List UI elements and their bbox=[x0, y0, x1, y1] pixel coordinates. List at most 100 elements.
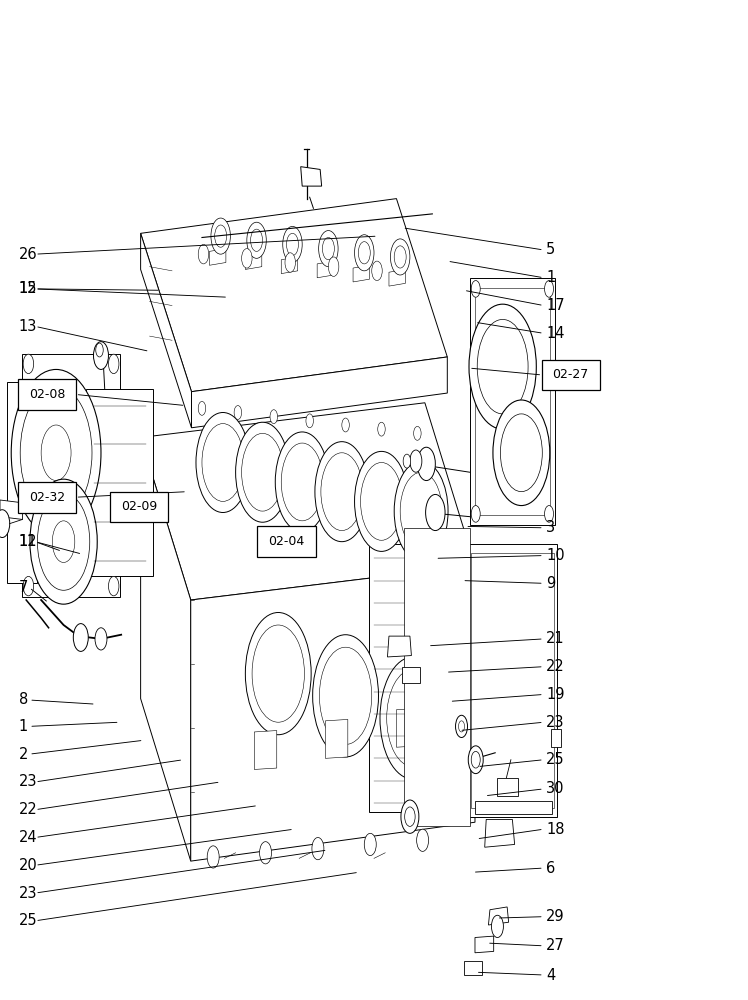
Polygon shape bbox=[141, 199, 447, 392]
Text: 1: 1 bbox=[19, 719, 28, 734]
Polygon shape bbox=[475, 288, 550, 515]
Polygon shape bbox=[191, 357, 447, 428]
Polygon shape bbox=[0, 500, 22, 519]
Text: 27: 27 bbox=[546, 938, 565, 953]
Circle shape bbox=[198, 401, 206, 415]
Circle shape bbox=[361, 463, 402, 540]
Circle shape bbox=[545, 281, 554, 297]
Circle shape bbox=[11, 369, 101, 536]
Circle shape bbox=[491, 915, 503, 938]
Polygon shape bbox=[475, 801, 552, 814]
Circle shape bbox=[471, 281, 480, 297]
Circle shape bbox=[96, 343, 103, 357]
Circle shape bbox=[198, 244, 209, 264]
Text: 23: 23 bbox=[546, 715, 565, 730]
Circle shape bbox=[23, 576, 34, 596]
Circle shape bbox=[390, 239, 410, 275]
Circle shape bbox=[372, 261, 382, 281]
Polygon shape bbox=[325, 719, 348, 758]
Circle shape bbox=[196, 412, 250, 512]
Circle shape bbox=[394, 461, 448, 561]
Circle shape bbox=[215, 225, 227, 247]
Circle shape bbox=[378, 422, 385, 436]
Circle shape bbox=[312, 837, 324, 860]
Circle shape bbox=[260, 842, 272, 864]
Circle shape bbox=[322, 237, 334, 260]
Circle shape bbox=[281, 443, 323, 521]
Text: 15: 15 bbox=[19, 281, 37, 296]
Text: 12: 12 bbox=[19, 281, 37, 296]
Polygon shape bbox=[301, 167, 322, 186]
Polygon shape bbox=[470, 278, 555, 525]
Circle shape bbox=[328, 257, 339, 276]
Text: 20: 20 bbox=[19, 858, 37, 873]
Circle shape bbox=[417, 829, 429, 851]
Circle shape bbox=[41, 425, 71, 481]
FancyBboxPatch shape bbox=[542, 360, 600, 390]
Circle shape bbox=[471, 506, 480, 522]
FancyBboxPatch shape bbox=[18, 482, 76, 513]
Polygon shape bbox=[488, 907, 509, 925]
Polygon shape bbox=[396, 708, 419, 747]
Text: 24: 24 bbox=[19, 830, 37, 845]
Text: 21: 21 bbox=[546, 631, 565, 646]
Circle shape bbox=[283, 226, 302, 262]
Text: 29: 29 bbox=[546, 909, 565, 924]
Circle shape bbox=[313, 635, 378, 757]
Circle shape bbox=[468, 746, 483, 774]
Text: 23: 23 bbox=[19, 774, 37, 789]
Circle shape bbox=[342, 418, 349, 432]
Text: 25: 25 bbox=[546, 752, 565, 767]
Circle shape bbox=[242, 433, 283, 511]
Circle shape bbox=[23, 354, 34, 374]
Text: 25: 25 bbox=[19, 913, 37, 928]
Circle shape bbox=[270, 410, 278, 424]
Circle shape bbox=[456, 715, 468, 737]
Circle shape bbox=[358, 242, 370, 264]
FancyBboxPatch shape bbox=[110, 492, 168, 522]
Circle shape bbox=[207, 846, 219, 868]
Polygon shape bbox=[387, 636, 411, 657]
Circle shape bbox=[400, 472, 442, 550]
Polygon shape bbox=[497, 778, 518, 796]
Circle shape bbox=[0, 510, 10, 537]
Circle shape bbox=[319, 647, 372, 744]
Polygon shape bbox=[86, 389, 153, 576]
Text: 14: 14 bbox=[546, 326, 565, 341]
Text: 22: 22 bbox=[546, 659, 565, 674]
Circle shape bbox=[380, 657, 446, 779]
Polygon shape bbox=[254, 731, 277, 769]
Text: 9: 9 bbox=[546, 576, 555, 591]
Circle shape bbox=[245, 612, 311, 735]
Circle shape bbox=[252, 625, 304, 722]
FancyBboxPatch shape bbox=[18, 379, 76, 410]
Circle shape bbox=[285, 253, 295, 272]
Polygon shape bbox=[191, 565, 475, 861]
Circle shape bbox=[405, 807, 415, 826]
Circle shape bbox=[364, 833, 376, 856]
Polygon shape bbox=[471, 553, 554, 808]
Circle shape bbox=[94, 342, 108, 369]
Circle shape bbox=[236, 422, 289, 522]
Text: 26: 26 bbox=[19, 247, 37, 262]
Polygon shape bbox=[468, 544, 557, 817]
Text: 22: 22 bbox=[19, 802, 37, 817]
Text: 18: 18 bbox=[546, 822, 565, 837]
Text: 02-08: 02-08 bbox=[29, 388, 65, 401]
Polygon shape bbox=[7, 382, 37, 583]
Text: 11: 11 bbox=[19, 534, 37, 549]
Circle shape bbox=[286, 233, 298, 256]
Circle shape bbox=[234, 406, 242, 419]
Polygon shape bbox=[389, 269, 405, 286]
Polygon shape bbox=[317, 261, 334, 278]
Circle shape bbox=[20, 386, 92, 519]
Circle shape bbox=[410, 450, 422, 472]
Text: 02-04: 02-04 bbox=[269, 535, 304, 548]
Circle shape bbox=[202, 424, 244, 501]
Polygon shape bbox=[475, 936, 494, 953]
Circle shape bbox=[355, 451, 408, 551]
Polygon shape bbox=[464, 961, 482, 975]
Circle shape bbox=[242, 249, 252, 268]
Text: 1: 1 bbox=[546, 270, 555, 285]
Circle shape bbox=[306, 414, 313, 428]
